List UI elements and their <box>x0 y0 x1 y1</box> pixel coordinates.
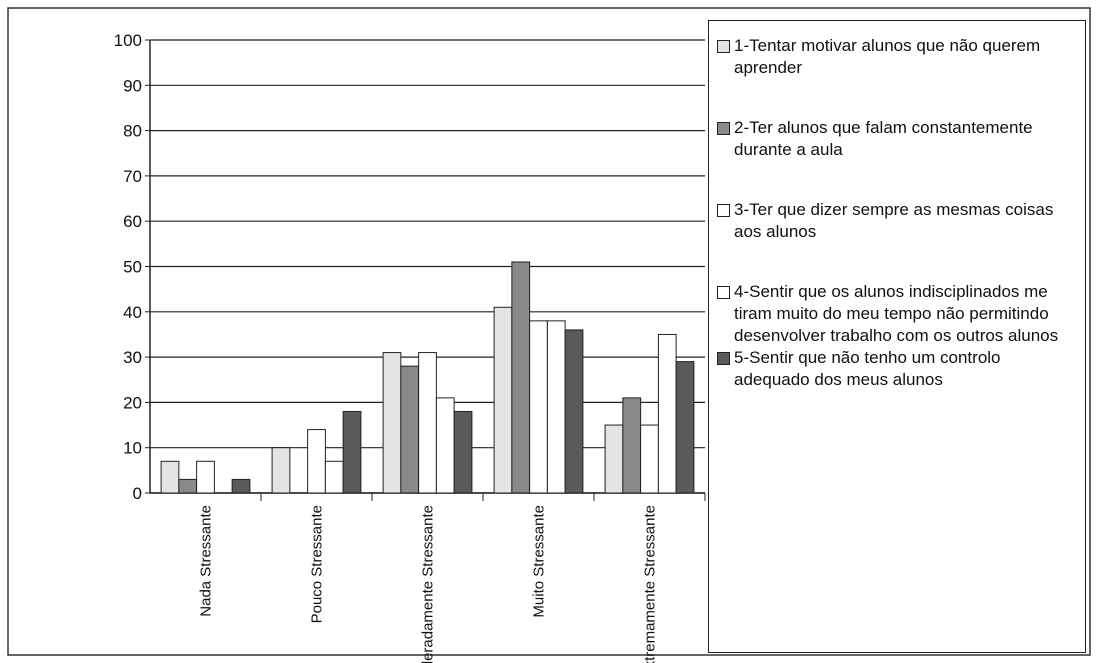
legend-label: 1-Tentar motivar alunos que não querem a… <box>734 36 1041 77</box>
legend-item: 2-Ter alunos que falam constantemente du… <box>717 117 1075 161</box>
y-tick-label: 20 <box>123 393 142 412</box>
y-tick-label: 10 <box>123 439 142 458</box>
y-tick-label: 40 <box>123 303 142 322</box>
y-tick-label: 100 <box>114 31 142 50</box>
bar <box>271 447 291 494</box>
bar <box>178 478 198 494</box>
legend-swatch <box>717 286 730 299</box>
bar <box>435 397 455 494</box>
x-tick-label: Nada Stressante <box>198 505 215 617</box>
legend-swatch <box>717 352 730 365</box>
legend: 1-Tentar motivar alunos que não querem a… <box>708 20 1086 653</box>
bar <box>640 424 659 494</box>
bar <box>453 410 473 494</box>
bar <box>400 365 420 494</box>
legend-item: 1-Tentar motivar alunos que não querem a… <box>717 35 1075 79</box>
bar <box>493 306 513 494</box>
bar <box>382 352 402 494</box>
y-tick-label: 0 <box>133 484 142 503</box>
y-tick-label: 80 <box>123 122 142 141</box>
x-tick-label: Muito Stressante <box>531 505 548 618</box>
legend-swatch <box>717 122 730 135</box>
legend-label: 3-Ter que dizer sempre as mesmas coisas … <box>734 200 1054 241</box>
x-tick-label: Moderadamente Stressante <box>420 505 437 663</box>
x-tick-label: Pouco Stressante <box>309 505 326 623</box>
bar <box>231 478 251 494</box>
bar <box>546 320 566 494</box>
legend-item: 3-Ter que dizer sempre as mesmas coisas … <box>717 199 1075 243</box>
bar <box>657 333 677 494</box>
x-tick-label: Extremamente Stressante <box>642 505 659 663</box>
bar <box>324 460 344 494</box>
legend-swatch <box>717 204 730 217</box>
bar <box>622 397 642 494</box>
legend-label: 4-Sentir que os alunos indisciplinados m… <box>734 282 1059 345</box>
legend-item: 5-Sentir que não tenho um controlo adequ… <box>717 347 1075 391</box>
y-tick-label: 60 <box>123 212 142 231</box>
legend-item: 4-Sentir que os alunos indisciplinados m… <box>717 281 1075 347</box>
legend-label: 5-Sentir que não tenho um controlo adequ… <box>734 348 1001 389</box>
bar <box>418 352 437 494</box>
frame <box>7 7 1091 656</box>
y-tick-label: 50 <box>123 258 142 277</box>
bar <box>160 460 180 494</box>
bar <box>529 320 548 494</box>
y-tick-label: 30 <box>123 348 142 367</box>
y-tick-label: 90 <box>123 76 142 95</box>
bar <box>511 261 531 494</box>
bar <box>342 410 362 494</box>
legend-label: 2-Ter alunos que falam constantemente du… <box>734 118 1033 159</box>
y-tick-label: 70 <box>123 167 142 186</box>
bar <box>675 361 695 494</box>
bar <box>564 329 584 494</box>
legend-swatch <box>717 40 730 53</box>
bar <box>196 460 215 494</box>
bar <box>604 424 624 494</box>
bar <box>307 429 326 494</box>
